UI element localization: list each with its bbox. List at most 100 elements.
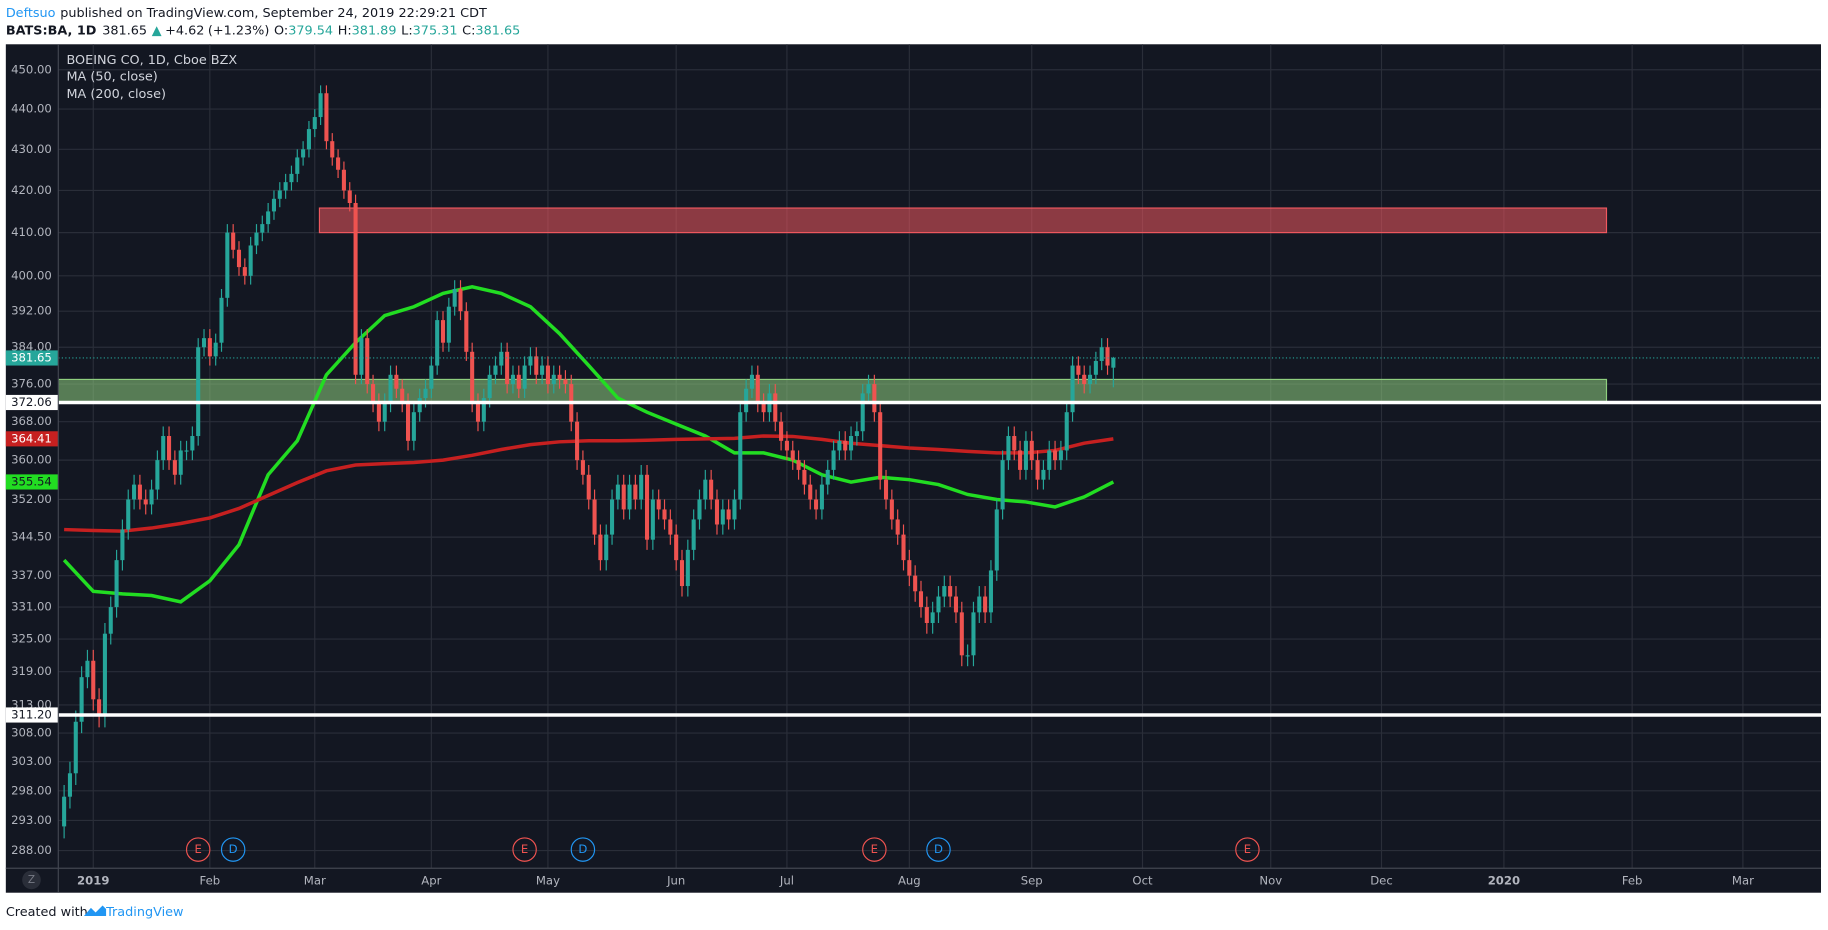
candle-body: [67, 773, 72, 797]
candle-body: [720, 509, 725, 525]
candle-body: [324, 93, 329, 142]
y-tick-label: 376.00: [11, 377, 52, 391]
candle-body: [860, 393, 865, 432]
candle-body: [108, 607, 113, 634]
candle-body: [330, 141, 335, 158]
candle-body: [178, 450, 183, 475]
candle-body: [1087, 374, 1093, 385]
candle-body: [487, 374, 492, 399]
candle-body: [143, 499, 148, 505]
event-label: E: [1244, 842, 1251, 856]
price-label: 381.65: [11, 350, 52, 364]
candle-body: [277, 190, 282, 199]
candle-body: [965, 655, 970, 657]
zoom-button[interactable]: [22, 870, 41, 890]
candle-body: [126, 499, 131, 530]
y-tick-label: 440.00: [11, 102, 52, 116]
candle-body: [534, 356, 539, 375]
candle-body: [907, 560, 912, 576]
event-label: D: [934, 842, 943, 856]
candle-body: [959, 612, 964, 656]
x-tick-label: Feb: [1622, 874, 1643, 888]
event-label: D: [578, 842, 587, 856]
candle-body: [889, 499, 894, 520]
candle-body: [440, 320, 446, 343]
y-tick-label: 410.00: [11, 225, 52, 239]
candle-body: [1082, 374, 1087, 385]
candle-body: [172, 460, 177, 475]
zoom-label[interactable]: Z: [28, 874, 35, 886]
candle-body: [580, 460, 585, 475]
candle-body: [510, 374, 515, 385]
price-label: 355.54: [11, 474, 52, 488]
candle-body: [341, 169, 346, 191]
candle-body: [190, 436, 195, 451]
candle-body: [283, 182, 288, 191]
candle-body: [91, 660, 96, 700]
o-label: O:: [274, 23, 288, 38]
candle-body: [633, 484, 638, 500]
candle-body: [137, 484, 142, 500]
candle-body: [878, 412, 883, 480]
candle-body: [254, 232, 259, 246]
candle-body: [318, 93, 323, 118]
y-tick-label: 288.00: [11, 843, 52, 857]
candle-body: [843, 440, 848, 451]
change-pct: (+1.23%): [208, 23, 269, 38]
candle-body: [668, 519, 673, 535]
footer-created: Created with: [6, 905, 88, 920]
candle-body: [709, 479, 714, 500]
candle-body: [242, 267, 247, 276]
candle-body: [102, 633, 107, 717]
y-tick-label: 352.00: [11, 492, 52, 506]
y-tick-label: 360.00: [11, 453, 52, 467]
candle-body: [744, 388, 749, 413]
candle-body: [691, 519, 696, 550]
candle-body: [499, 351, 504, 366]
candle-body: [388, 374, 393, 403]
x-tick-label: Nov: [1259, 874, 1282, 888]
candle-body: [953, 596, 959, 613]
candle-body: [452, 288, 457, 307]
candle-body: [505, 351, 510, 385]
y-tick-label: 344.50: [11, 530, 52, 544]
y-tick-label: 368.00: [11, 414, 52, 428]
author[interactable]: Deftsuo: [6, 5, 56, 20]
candle-body: [930, 612, 935, 624]
candle-body: [120, 529, 125, 561]
candle-body: [732, 499, 737, 520]
event-marker: [185, 837, 211, 862]
last-price: 381.65: [102, 23, 147, 38]
candle-body: [761, 402, 766, 413]
price-label-box: [5, 707, 59, 723]
candle-body: [411, 412, 416, 441]
x-tick-label: Aug: [898, 874, 921, 888]
candle-body: [423, 388, 428, 399]
candle-body: [1076, 365, 1081, 375]
candle-body: [458, 288, 463, 312]
candle-body: [983, 596, 988, 613]
candle-body: [592, 499, 597, 535]
x-tick-label: Apr: [421, 874, 441, 888]
candle-body: [1023, 440, 1028, 470]
candle-body: [1105, 347, 1110, 366]
footer-brand[interactable]: TradingView: [105, 905, 183, 920]
candle-body: [604, 534, 609, 561]
c-label: C:: [462, 23, 475, 38]
price-label-box: [5, 474, 59, 490]
candle-body: [1000, 460, 1005, 510]
candle-body: [1047, 450, 1052, 470]
candle-body: [213, 342, 218, 357]
candle-body: [656, 499, 661, 510]
candle-body: [977, 596, 982, 613]
price-label-box: [5, 431, 59, 447]
candle-body: [493, 365, 498, 375]
candle-body: [260, 224, 265, 233]
candle-body: [231, 232, 236, 250]
candle-body: [62, 796, 67, 827]
panel: [5, 44, 1822, 893]
candle-body: [470, 351, 475, 403]
candle-body: [790, 450, 795, 461]
legend-ma50: MA (50, close): [66, 69, 157, 84]
x-tick-label: Feb: [200, 874, 221, 888]
